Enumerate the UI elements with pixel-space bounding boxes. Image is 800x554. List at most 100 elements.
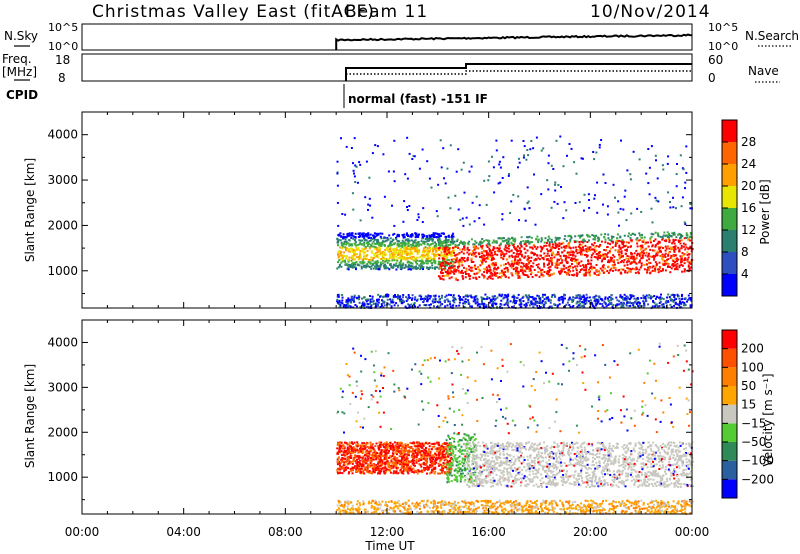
power-cell: [367, 234, 370, 237]
power-cell: [541, 238, 543, 241]
y-tick-label: 1000: [47, 264, 78, 278]
power-cell: [669, 256, 672, 259]
velocity-cell: [488, 510, 491, 513]
power-cell: [381, 240, 384, 243]
power-cell: [358, 236, 360, 239]
velocity-cell: [536, 506, 539, 509]
velocity-cell: [691, 500, 694, 503]
power-cell: [667, 293, 670, 296]
power-cell: [413, 247, 416, 250]
power-cell: [588, 300, 590, 303]
power-cell: [623, 264, 626, 267]
power-cell: [595, 304, 598, 307]
power-cell: [510, 249, 513, 252]
power-cell: [550, 206, 553, 209]
power-cell: [351, 254, 354, 257]
power-cell: [483, 254, 486, 257]
velocity-cell: [398, 504, 401, 507]
power-cell: [595, 256, 598, 259]
power-cell: [629, 304, 632, 307]
power-cell: [438, 306, 441, 309]
power-cell: [486, 296, 489, 299]
velocity-cell: [348, 511, 351, 514]
power-cell: [366, 233, 369, 236]
velocity-cell: [583, 505, 586, 508]
power-cell: [448, 251, 451, 254]
power-cell: [590, 256, 593, 259]
power-cell: [632, 306, 635, 309]
power-cell: [540, 193, 543, 196]
power-cell: [580, 297, 583, 300]
power-cell: [607, 242, 609, 245]
velocity-cell: [458, 505, 461, 508]
power-cell: [550, 305, 553, 308]
power-cell: [649, 272, 652, 275]
power-cell: [409, 235, 412, 238]
velocity-cell: [660, 502, 663, 505]
power-cell: [610, 303, 613, 305]
power-cell: [387, 295, 390, 298]
power-cell: [641, 244, 644, 247]
power-cell: [516, 297, 518, 299]
velocity-cell: [453, 503, 456, 506]
power-cell: [679, 242, 682, 245]
power-cell: [384, 251, 386, 254]
power-cell: [435, 210, 438, 213]
velocity-cell: [465, 511, 468, 514]
power-cell: [483, 179, 486, 182]
power-cell: [523, 303, 526, 306]
velocity-cell: [555, 503, 558, 506]
velocity-cell: [472, 510, 475, 513]
power-cell: [350, 243, 353, 246]
power-cell: [550, 238, 553, 241]
power-cell: [467, 242, 469, 245]
power-cell: [435, 243, 437, 245]
power-cell: [675, 236, 678, 239]
power-cell: [354, 304, 357, 306]
power-cell: [635, 262, 638, 265]
power-cell: [664, 301, 667, 304]
power-cell: [358, 161, 361, 164]
velocity-cell: [357, 508, 360, 511]
power-cell: [528, 270, 531, 273]
power-cell: [654, 255, 657, 258]
power-cell: [459, 242, 462, 245]
power-cell: [577, 245, 580, 248]
power-cell: [518, 275, 521, 278]
power-cell: [482, 257, 485, 260]
power-cell: [474, 240, 477, 243]
power-cell: [564, 246, 567, 249]
power-cell: [410, 246, 413, 249]
power-cell: [662, 237, 665, 240]
velocity-cell: [537, 507, 540, 510]
power-cell: [414, 305, 416, 308]
power-cell: [345, 240, 348, 243]
power-cell: [343, 254, 346, 257]
power-cell: [392, 301, 395, 304]
power-cell: [463, 306, 466, 309]
velocity-cell: [471, 510, 474, 512]
power-cell: [344, 263, 347, 266]
power-colorbar-label: Power [dB]: [758, 179, 772, 244]
power-cell: [654, 270, 657, 273]
power-cell: [678, 248, 681, 251]
power-cell: [350, 147, 353, 149]
power-cell: [554, 189, 557, 192]
velocity-cell: [657, 510, 660, 513]
power-cell: [453, 267, 456, 270]
power-cell: [648, 258, 651, 261]
power-cell: [668, 239, 671, 242]
power-cell: [430, 258, 433, 261]
power-cell: [548, 259, 551, 262]
power-cell: [666, 266, 669, 268]
power-cell: [550, 252, 553, 255]
velocity-cell: [656, 512, 659, 515]
velocity-cell: [405, 501, 408, 504]
velocity-cell: [374, 499, 377, 502]
power-cell: [688, 268, 691, 271]
power-cell: [587, 259, 590, 262]
power-cell: [431, 264, 434, 267]
power-cell: [336, 267, 339, 270]
power-cell: [594, 246, 597, 249]
velocity-cell: [514, 503, 517, 506]
